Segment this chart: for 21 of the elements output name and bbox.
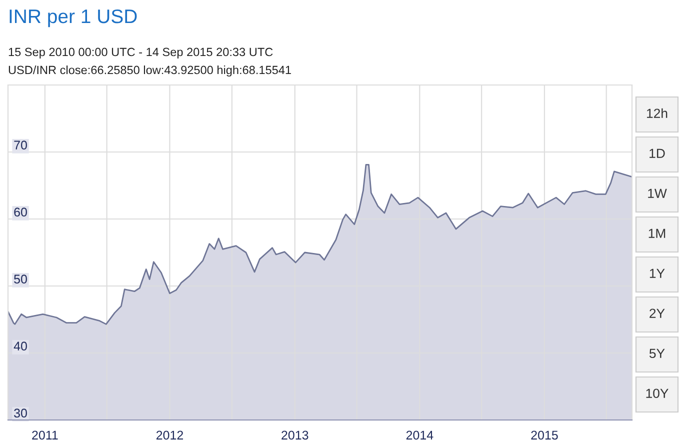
text: 1Y [650,268,665,278]
y-tick-label: 60 [14,208,27,217]
y-tick-label: 30 [14,408,27,418]
text: 5Y [649,348,665,358]
x-tick-label: 2013 [282,430,308,440]
text: USD/INR close:66.25850 low:43.92500 high:68.15541 [8,66,291,77]
y-tick-label: 70 [14,140,27,150]
text: 10Y [646,388,668,398]
text: 12h [647,108,668,118]
text: 1W [648,188,667,198]
text: 1D [650,148,665,158]
x-tick-label: 2015 [531,430,558,440]
y-tick-label: 40 [14,342,27,351]
text: 2Y [650,308,665,318]
chart-subtitle: 15 Sep 2010 00:00 UTC - 14 Sep 2015 20:33 UTC [8,48,273,59]
x-tick-label: 2012 [156,430,184,440]
text: 1M [648,228,666,238]
chart-title: INR per 1 USD [10,9,137,28]
x-tick-label: 2011 [32,430,58,440]
x-tick-label: 2014 [406,430,434,440]
y-tick-label: 50 [14,274,27,284]
